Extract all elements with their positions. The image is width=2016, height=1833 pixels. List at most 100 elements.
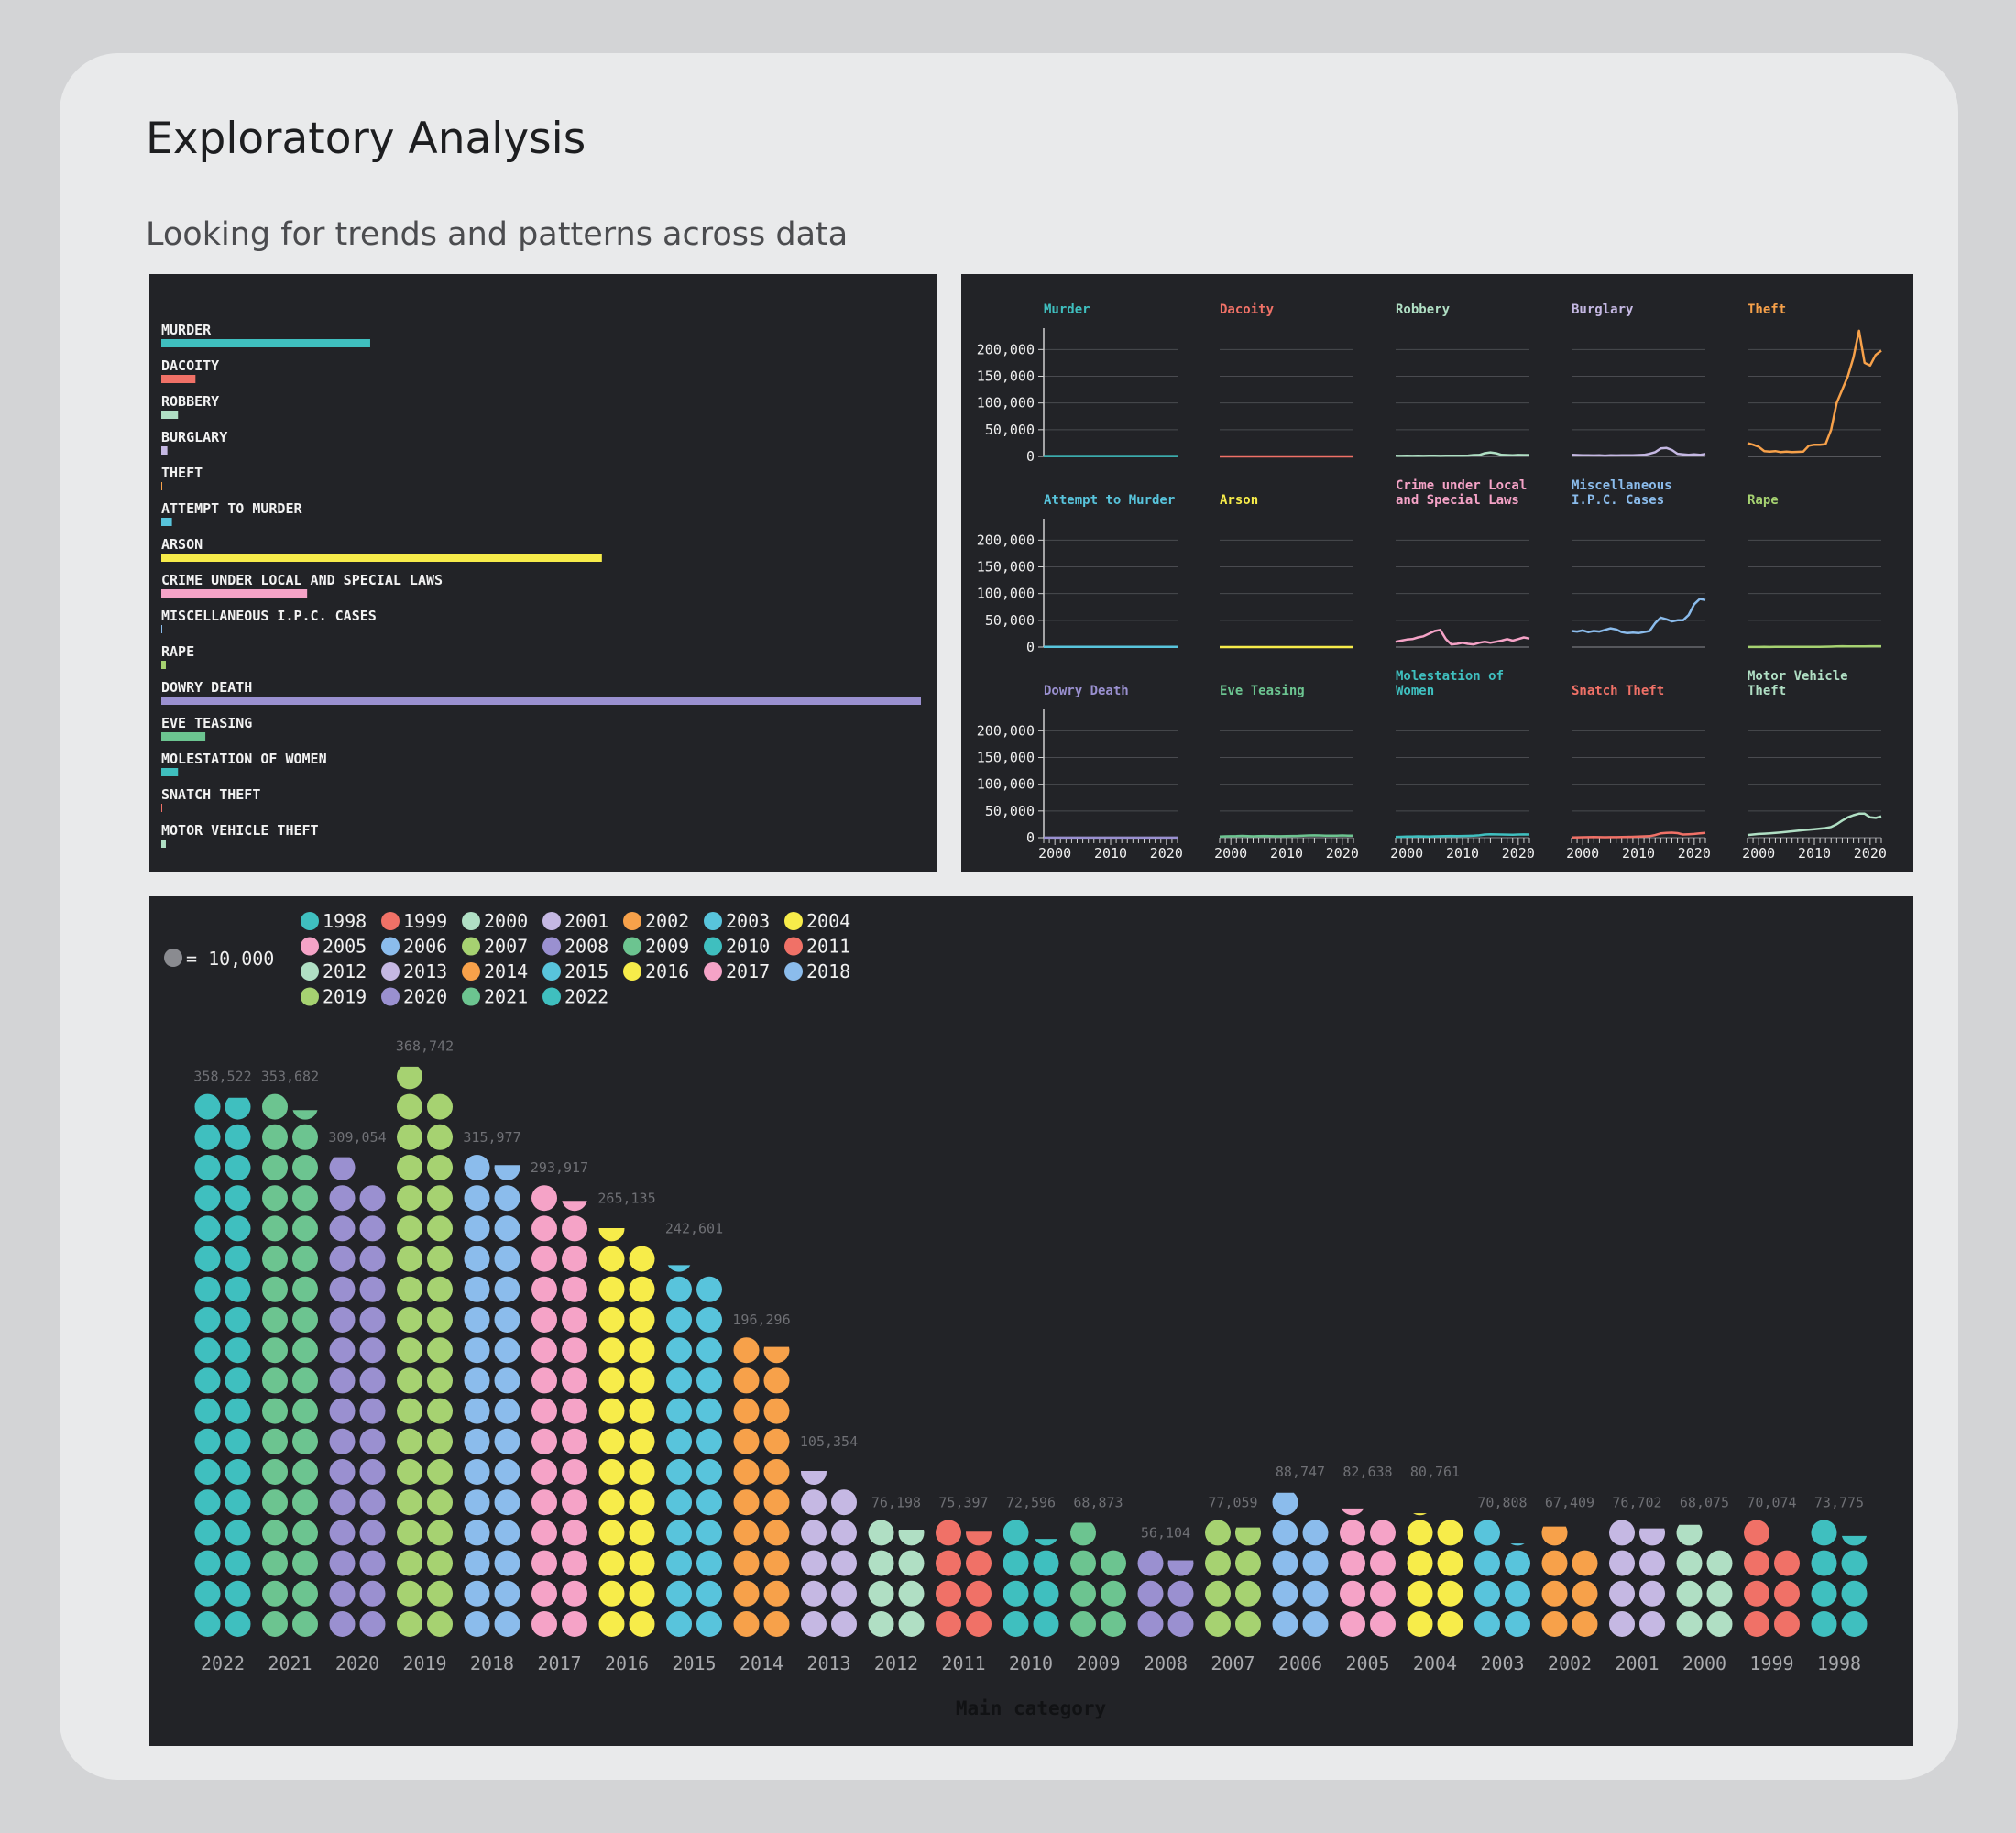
waffle-dot (397, 1459, 422, 1485)
legend-marker (462, 937, 480, 956)
waffle-dot (1609, 1550, 1635, 1576)
waffle-dot (359, 1428, 386, 1454)
waffle-dot (262, 1185, 288, 1212)
waffle-dot (464, 1459, 490, 1485)
series-line (1395, 832, 1530, 839)
bar (161, 840, 166, 848)
waffle-dot (262, 1246, 288, 1272)
waffle-dot (1070, 1611, 1096, 1637)
waffle-dot (696, 1307, 722, 1333)
waffle-dot (464, 1155, 490, 1180)
waffle-partial-dot (966, 1531, 992, 1546)
waffle-dot (1774, 1550, 1800, 1576)
waffle-dot (494, 1337, 520, 1364)
waffle-dot (397, 1093, 422, 1120)
waffle-dot (225, 1307, 251, 1333)
legend-marker (381, 962, 400, 981)
x-axis-title: Main category (956, 1697, 1107, 1719)
waffle-dot (194, 1428, 221, 1454)
waffle-partial-dot (1676, 1524, 1703, 1546)
column-year-label: 2013 (806, 1652, 850, 1674)
waffle-dot (194, 1580, 221, 1607)
waffle-dot (1407, 1520, 1433, 1546)
waffle-dot (801, 1489, 827, 1516)
column-year-label: 2018 (470, 1652, 514, 1674)
waffle-dot (562, 1550, 587, 1576)
series-line (1395, 451, 1529, 457)
waffle-dot (494, 1185, 520, 1212)
waffle-dot (898, 1580, 925, 1607)
waffle-dot (397, 1307, 422, 1333)
waffle-dot (1541, 1611, 1568, 1637)
waffle-dot (1744, 1520, 1769, 1546)
waffle-dot (1302, 1550, 1329, 1576)
waffle-dot (464, 1398, 490, 1424)
category-bar-chart: MURDER DACOITY ROBBERY BURGLARY THEFT ATTEMPT… (161, 322, 921, 848)
waffle-dot (801, 1550, 827, 1576)
waffle-dot (629, 1337, 655, 1364)
legend-marker (623, 937, 641, 956)
waffle-partial-dot (1272, 1492, 1298, 1516)
bar-label: EVE TEASING (161, 715, 252, 731)
waffle-dot (397, 1580, 422, 1607)
bar (161, 589, 308, 598)
legend-marker (784, 962, 803, 981)
column-year-label: 2004 (1413, 1652, 1457, 1674)
waffle-dot (359, 1520, 386, 1546)
facet-title: Women (1396, 684, 1434, 698)
legend-marker (704, 962, 722, 981)
bar (161, 446, 168, 455)
waffle-dot (1137, 1611, 1164, 1637)
legend-label: 2007 (484, 936, 528, 958)
waffle-dot (329, 1520, 356, 1546)
waffle-partial-dot (1841, 1535, 1868, 1546)
waffle-dot (262, 1337, 288, 1364)
waffle-dot (494, 1307, 520, 1333)
waffle-partial-dot (1070, 1522, 1097, 1546)
waffle-dot (966, 1580, 992, 1607)
waffle-dot (359, 1215, 386, 1242)
waffle-dot (598, 1246, 625, 1272)
waffle-dot (629, 1550, 655, 1576)
legend-label: 2022 (564, 986, 608, 1008)
column-total-label: 265,135 (597, 1190, 655, 1206)
facet-title: Burglary (1572, 302, 1634, 317)
column-total-label: 105,354 (800, 1433, 858, 1450)
waffle-dot (696, 1428, 722, 1454)
facet-title: Theft (1748, 302, 1786, 317)
waffle-dot (1811, 1611, 1837, 1637)
y-tick-label: 50,000 (985, 612, 1035, 629)
waffle-dot (397, 1611, 422, 1637)
waffle-dot (1272, 1550, 1298, 1576)
waffle-dot (562, 1428, 587, 1454)
category-trend-small-multiples-panel: Murder 0 50,000 100,000 150,000 200,000 Dacoit… (961, 274, 1913, 872)
column-year-label: 2003 (1480, 1652, 1524, 1674)
waffle-partial-dot (329, 1157, 356, 1180)
waffle-dot (763, 1611, 790, 1637)
waffle-dot (359, 1185, 386, 1212)
y-tick-label: 200,000 (977, 341, 1035, 357)
waffle-dot (225, 1580, 251, 1607)
waffle-dot (397, 1428, 422, 1454)
waffle-dot (1033, 1611, 1059, 1637)
waffle-dot (936, 1550, 961, 1576)
column-total-label: 73,775 (1814, 1494, 1864, 1510)
waffle-dot (329, 1307, 356, 1333)
waffle-dot (1407, 1611, 1433, 1637)
waffle-dot (666, 1276, 692, 1302)
waffle-dot (1101, 1550, 1126, 1576)
waffle-dot (1505, 1580, 1530, 1607)
legend-label: 2009 (645, 936, 689, 958)
waffle-dot (359, 1550, 386, 1576)
waffle-dot (733, 1580, 760, 1607)
waffle-partial-dot (1235, 1527, 1262, 1546)
waffle-dot (329, 1489, 356, 1516)
waffle-partial-dot (1510, 1543, 1525, 1546)
waffle-partial-dot (1341, 1508, 1364, 1516)
legend-label: 2008 (564, 936, 608, 958)
waffle-dot (329, 1246, 356, 1272)
column-year-label: 2021 (268, 1652, 312, 1674)
waffle-dot (1235, 1580, 1261, 1607)
waffle-dot (329, 1398, 356, 1424)
waffle-dot (494, 1215, 520, 1242)
